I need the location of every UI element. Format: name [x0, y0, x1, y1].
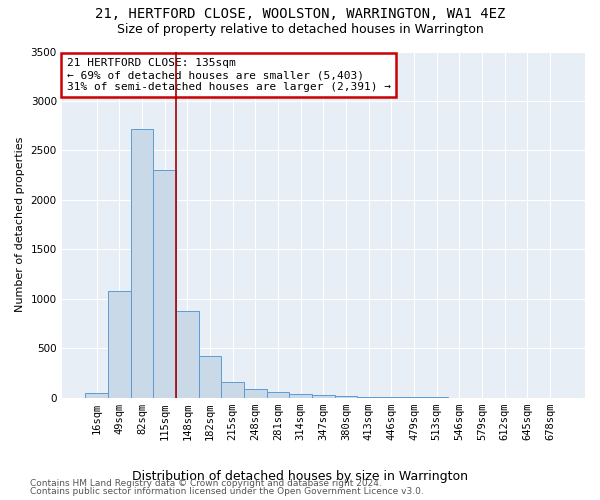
Bar [85, 392, 108, 398]
Y-axis label: Number of detached properties: Number of detached properties [15, 137, 25, 312]
Bar [221, 382, 244, 398]
Text: Contains public sector information licensed under the Open Government Licence v3: Contains public sector information licen… [30, 487, 424, 496]
Bar [312, 395, 335, 398]
Text: Distribution of detached houses by size in Warrington: Distribution of detached houses by size … [132, 470, 468, 483]
Bar [266, 392, 289, 398]
Text: Size of property relative to detached houses in Warrington: Size of property relative to detached ho… [116, 22, 484, 36]
Bar [289, 394, 312, 398]
Text: 21, HERTFORD CLOSE, WOOLSTON, WARRINGTON, WA1 4EZ: 21, HERTFORD CLOSE, WOOLSTON, WARRINGTON… [95, 8, 505, 22]
Text: Contains HM Land Registry data © Crown copyright and database right 2024.: Contains HM Land Registry data © Crown c… [30, 478, 382, 488]
Bar [358, 397, 380, 398]
Bar [176, 310, 199, 398]
Bar [154, 170, 176, 398]
Bar [108, 291, 131, 398]
Text: 21 HERTFORD CLOSE: 135sqm
← 69% of detached houses are smaller (5,403)
31% of se: 21 HERTFORD CLOSE: 135sqm ← 69% of detac… [67, 58, 391, 92]
Bar [244, 389, 266, 398]
Bar [131, 128, 154, 398]
Bar [199, 356, 221, 398]
Bar [335, 396, 358, 398]
